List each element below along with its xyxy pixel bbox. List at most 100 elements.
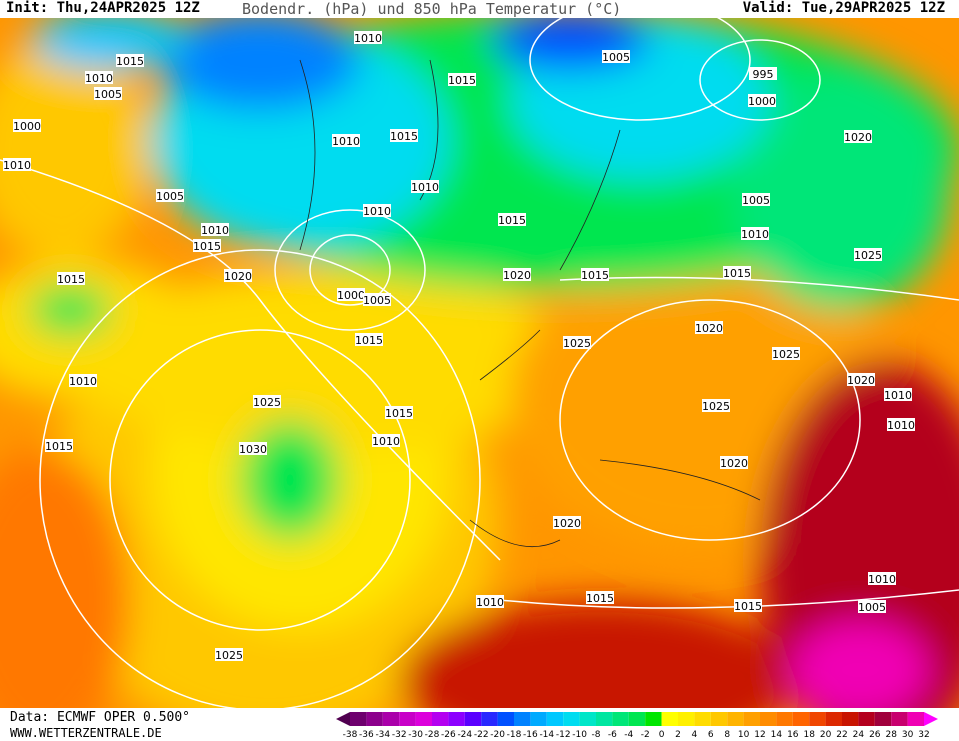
colorbar-swatch [514, 712, 531, 726]
label-box [742, 193, 770, 206]
colorbar-tick-label: 6 [708, 730, 714, 740]
isobar-label: 1010 [476, 596, 504, 609]
colorbar-swatch [382, 712, 400, 726]
isobar-label: 1000 [748, 95, 776, 108]
isobar-label: 1010 [411, 181, 439, 194]
label-box [498, 213, 526, 226]
colorbar-swatch [694, 712, 711, 726]
isobars [0, 18, 959, 708]
isobar-label: 1010 [372, 435, 400, 448]
colorbar-tick-label: -16 [523, 730, 538, 740]
isobar-label: 1010 [3, 159, 31, 172]
label-box [201, 223, 229, 236]
colorbar-swatch [448, 712, 465, 726]
isobar-label: 1020 [847, 374, 875, 387]
isobar-label: 1010 [354, 32, 382, 45]
colorbar-swatch [710, 712, 728, 726]
label-box [720, 456, 748, 469]
label-box [854, 248, 882, 261]
isobar-label: 1015 [57, 273, 85, 286]
colorbar-tick-label: -14 [539, 730, 554, 740]
colorbar-tick-label: 22 [836, 730, 847, 740]
colorbar-tick-label: -26 [441, 730, 456, 740]
isobar-label: 1010 [69, 375, 97, 388]
label-box [156, 189, 184, 202]
colorbar-swatch [661, 712, 678, 726]
colorbar-tick-label: -18 [507, 730, 522, 740]
label-box [13, 119, 41, 132]
label-box [354, 31, 382, 44]
colorbar-tick-label: 20 [820, 730, 832, 740]
colorbar-swatch [842, 712, 859, 726]
colorbar-tick-label: -24 [457, 730, 472, 740]
colorbar-swatch [432, 712, 449, 726]
colorbar-swatch [809, 712, 826, 726]
label-box [224, 269, 252, 282]
isobar-label: 1025 [854, 249, 882, 262]
isobar-label: 1015 [586, 592, 614, 605]
colorbar-tick-label: -8 [592, 730, 601, 740]
colorbar-tick-label: 30 [902, 730, 914, 740]
label-box [695, 321, 723, 334]
colorbar-tick-label: 26 [869, 730, 881, 740]
label-box [748, 94, 776, 107]
label-box [844, 130, 872, 143]
isobar-label: 1010 [887, 419, 915, 432]
isobar-label: 1020 [224, 270, 252, 283]
label-box [69, 374, 97, 387]
isobar-label: 1010 [201, 224, 229, 237]
colorbar-swatch [645, 712, 662, 726]
colorbar-swatch [891, 712, 908, 726]
isobar-label: 1010 [884, 389, 912, 402]
isobar-label: 1020 [844, 131, 872, 144]
isobar-label: 1010 [363, 205, 391, 218]
colorbar-tick-label: -20 [490, 730, 505, 740]
isobar-label: 1005 [363, 294, 391, 307]
colorbar-tick-label: 24 [853, 730, 865, 740]
colorbar-tick-label: -34 [375, 730, 390, 740]
colorbar-swatch [579, 712, 596, 726]
isobar-label: 1025 [563, 337, 591, 350]
label-box [749, 67, 777, 80]
colorbar-swatch [727, 712, 744, 726]
colorbar-tick-label: 2 [675, 730, 681, 740]
isobar-label: 1010 [868, 573, 896, 586]
label-box [363, 204, 391, 217]
colorbar-tick-label: -12 [556, 730, 571, 740]
colorbar-tick-label: 12 [754, 730, 765, 740]
isobar-label: 1015 [498, 214, 526, 227]
colorbar-swatch [776, 712, 793, 726]
data-source: Data: ECMWF OPER 0.500° [10, 710, 191, 725]
label-box [45, 439, 73, 452]
label-box [215, 648, 243, 661]
isobar-label: 1000 [337, 289, 365, 302]
isobar-label: 995 [753, 68, 774, 81]
label-box [741, 227, 769, 240]
label-box [116, 54, 144, 67]
label-box [3, 158, 31, 171]
colorbar-swatch [612, 712, 629, 726]
colorbar-tick-label: -22 [474, 730, 489, 740]
colorbar-swatch [760, 712, 777, 726]
colorbar-swatch [743, 712, 760, 726]
colorbar-tick-label: 18 [803, 730, 815, 740]
isobar-label: 1025 [772, 348, 800, 361]
isobar-label: 1005 [858, 601, 886, 614]
isobar-label: 1010 [741, 228, 769, 241]
colorbar-tick-label: -4 [624, 730, 633, 740]
colorbar-swatch [907, 712, 924, 726]
colorbar-swatch [415, 712, 432, 726]
colorbar-tick-label: 0 [659, 730, 665, 740]
colorbar-tick-label: 4 [692, 730, 698, 740]
colorbar-swatch [678, 712, 695, 726]
label-box [385, 406, 413, 419]
isobar-label: 1005 [94, 88, 122, 101]
label-box [702, 399, 730, 412]
isobar-label: 1005 [602, 51, 630, 64]
colorbar-swatch [464, 712, 482, 726]
colorbar-swatch [350, 712, 367, 726]
label-box [411, 180, 439, 193]
